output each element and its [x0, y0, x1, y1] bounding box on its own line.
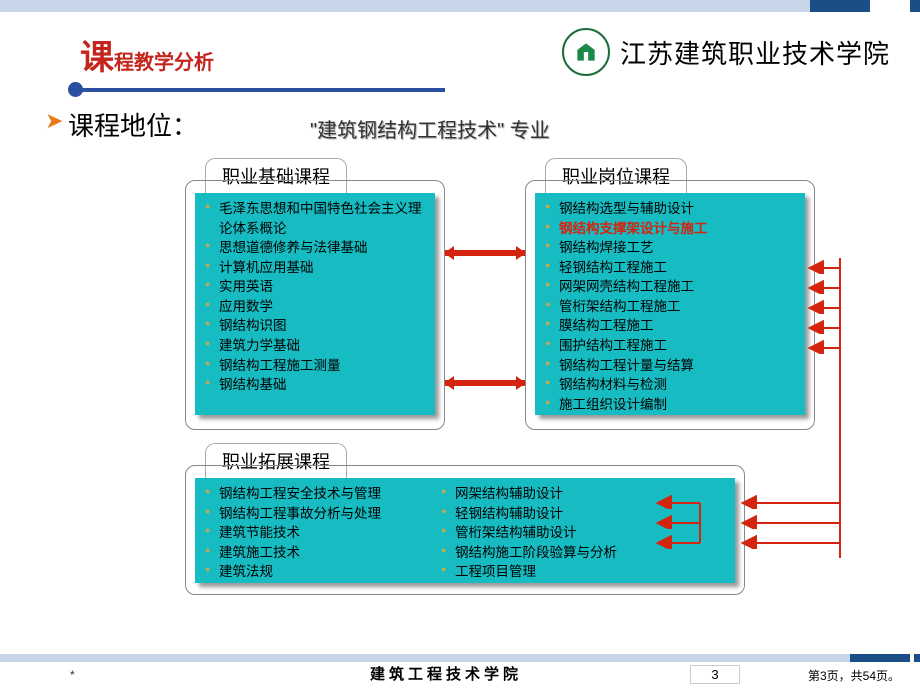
rule-line [75, 88, 445, 92]
section-bullet-icon: ➤ [45, 108, 63, 134]
footer-bar [0, 654, 920, 662]
section-title: 课程地位： [68, 106, 198, 143]
top-bar [0, 0, 920, 12]
section-subtitle: "建筑钢结构工程技术" 专业 [310, 114, 550, 143]
school-logo-icon [562, 28, 610, 76]
course-diagram: 职业基础课程 职业岗位课程 职业拓展课程 毛泽东思想和中国特色社会主义理论体系概… [0, 158, 920, 638]
slide-heading: 课程教学分析 [80, 30, 214, 79]
footer-dept: 建筑工程技术学院 [370, 663, 522, 684]
heading-rest: 程教学分析 [114, 52, 214, 74]
footer-page-count: 第3页，共54页。 [808, 667, 900, 684]
school-branding: 江苏建筑职业技术学院 [562, 28, 890, 76]
school-name: 江苏建筑职业技术学院 [620, 34, 890, 71]
footer-page-num: 3 [690, 665, 740, 684]
heading-big-char: 课 [80, 39, 114, 77]
connector-arrows-icon [0, 158, 920, 638]
footer-star: * [70, 668, 75, 682]
